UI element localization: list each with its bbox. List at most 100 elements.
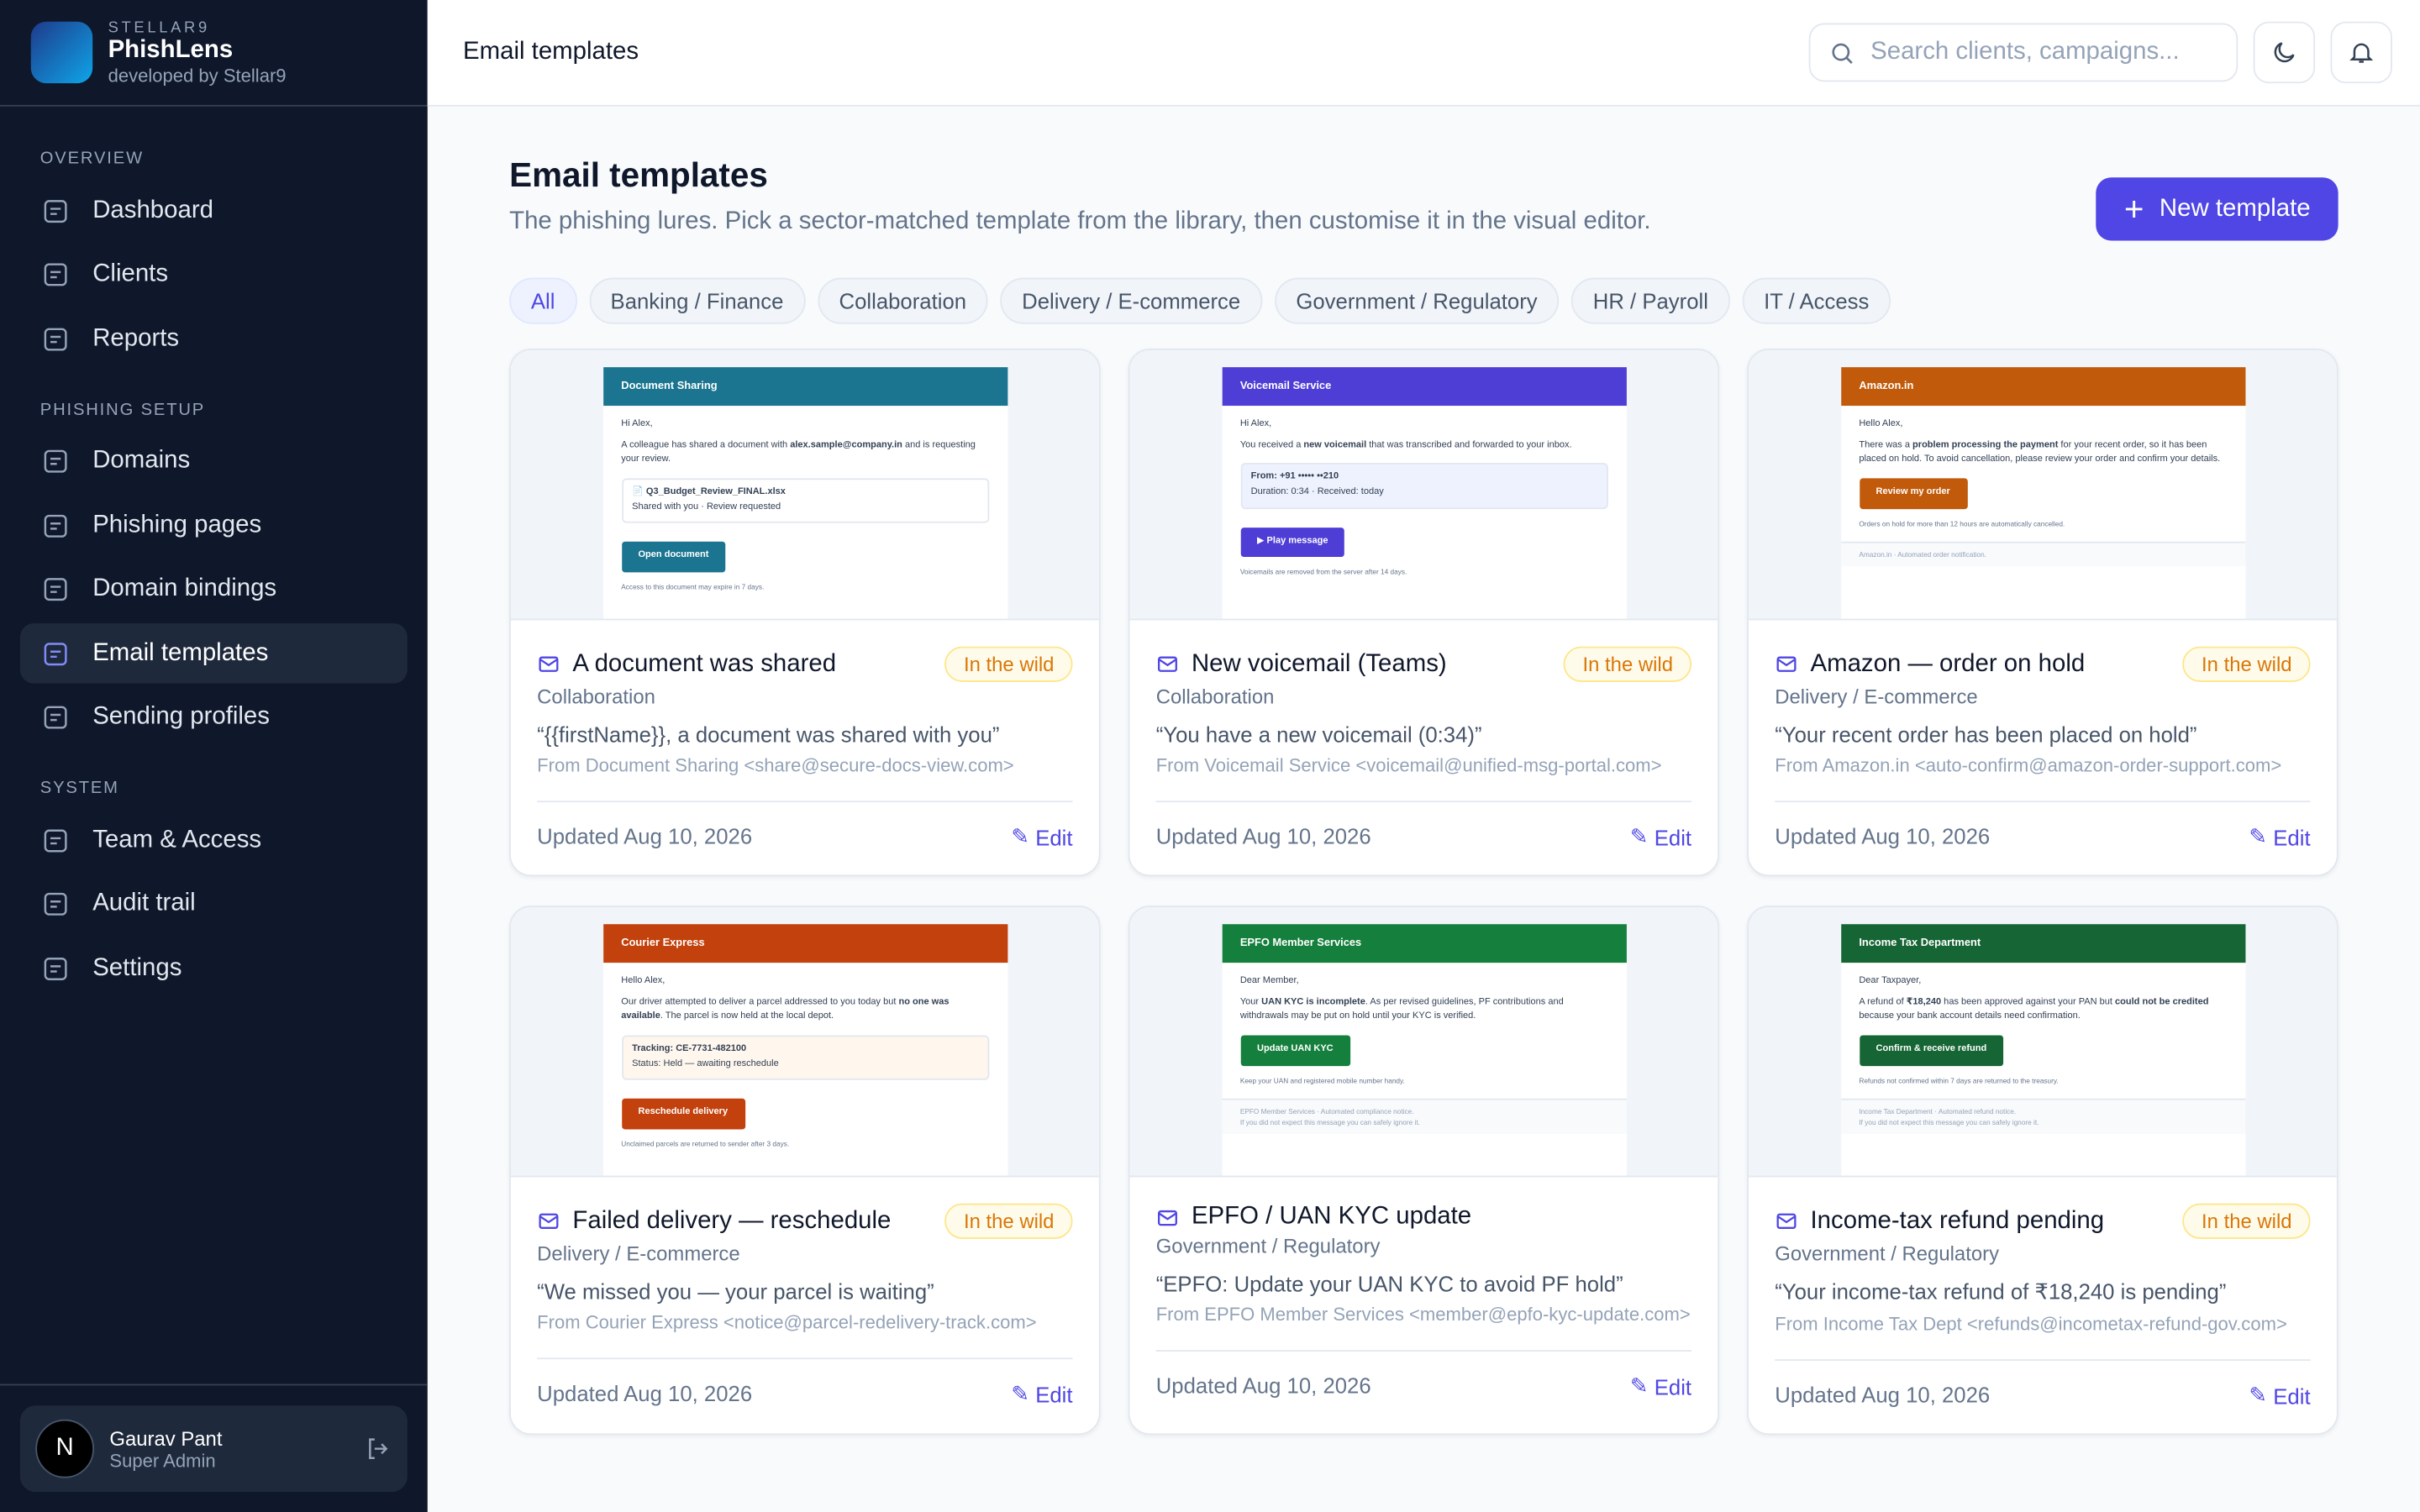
notifications[interactable]: [2330, 21, 2392, 84]
card-footer: Updated Aug 10, 2026 ✎ Edit: [1155, 1350, 1692, 1424]
preview-area: EPFO Member Services Dear Member, Your UAN…: [1129, 907, 1718, 1178]
status-badge: In the wild: [944, 646, 1073, 682]
template-card[interactable]: Courier Express Hello Alex, Our driver att…: [509, 906, 1101, 1436]
card-category: Government / Regulatory: [1775, 1242, 2000, 1266]
nav-item[interactable]: Domain bindings: [20, 559, 408, 620]
nav-icon: [44, 828, 67, 852]
email-box-line: From: +91 ••••• ••210: [1250, 472, 1339, 482]
brand-org: STELLAR9: [108, 18, 210, 37]
filter-chip[interactable]: Delivery / E-commerce: [1000, 277, 1262, 324]
nav-item[interactable]: Phishing pages: [20, 496, 408, 556]
template-card[interactable]: Amazon.in Hello Alex, There was a problem …: [1747, 349, 2338, 877]
email-header: Income Tax Department: [1840, 924, 2245, 963]
nav-label: Clients: [92, 260, 169, 287]
bell-icon: [2349, 43, 2374, 63]
pencil-icon: ✎: [1629, 1373, 1649, 1399]
filter-chip[interactable]: HR / Payroll: [1571, 277, 1730, 324]
nav-section-title: OVERVIEW: [39, 150, 144, 169]
nav-icon: [44, 892, 67, 916]
email-preview: Courier Express Hello Alex, Our driver att…: [602, 924, 1007, 1176]
filter-chip[interactable]: IT / Access: [1742, 277, 1891, 324]
card-body: Income-tax refund pending In the wild Gove…: [1749, 1177, 2337, 1433]
filter-chip[interactable]: Collaboration: [817, 277, 988, 324]
card-title: Amazon — order on hold: [1810, 650, 2086, 677]
filter-chip[interactable]: Government / Regulatory: [1274, 277, 1560, 324]
user-info: Gaurav Pant Super Admin: [109, 1426, 349, 1471]
logo: [30, 21, 93, 84]
email-text: You received a new voicemail that was tr…: [1240, 439, 1607, 454]
edit-link[interactable]: ✎ Edit: [2249, 824, 2310, 850]
email-text-segment: that was transcribed and forwarded to yo…: [1366, 440, 1572, 450]
card-body: New voicemail (Teams) In the wild Collabor…: [1129, 620, 1718, 874]
search-icon: [1832, 42, 1853, 64]
card-title-row: Amazon — order on hold In the wild: [1775, 646, 2311, 682]
card-from: From EPFO Member Services <member@epfo-k…: [1155, 1304, 1691, 1326]
nav-item[interactable]: Settings: [20, 938, 408, 999]
moon-icon: [2274, 42, 2295, 63]
edit-link[interactable]: ✎ Edit: [1011, 824, 1072, 850]
theme-toggle[interactable]: [2253, 21, 2316, 84]
sidebar: STELLAR9 PhishLens developed by Stellar9…: [0, 0, 428, 1512]
card-body: Failed delivery — reschedule In the wild D…: [511, 1177, 1099, 1431]
card-subject: “Your recent order has been placed on ho…: [1775, 722, 2197, 747]
filter-chip[interactable]: Banking / Finance: [588, 277, 806, 324]
edit-label: Edit: [1654, 824, 1692, 850]
email-text-segment: could not be credited: [2115, 997, 2209, 1007]
email-button-wrap: Confirm & receive refund: [1859, 1026, 2226, 1074]
email-footer: Refunds not confirmed within 7 days are …: [1859, 1076, 2059, 1084]
card-body: Amazon — order on hold In the wild Deliver…: [1749, 620, 2337, 874]
card-updated: Updated Aug 10, 2026: [537, 823, 753, 849]
card-updated: Updated Aug 10, 2026: [1155, 823, 1371, 849]
nav: OVERVIEW Dashboard Clients Reports PHISHING …: [0, 107, 428, 1384]
pencil-icon: ✎: [2249, 823, 2267, 849]
nav-icon: [44, 642, 67, 665]
template-card[interactable]: Document Sharing Hi Alex, A colleague has …: [509, 349, 1101, 877]
nav-item[interactable]: Reports: [20, 308, 408, 369]
email-button: Open document: [621, 541, 726, 572]
card-from: From Document Sharing <share@secure-docs…: [537, 754, 1014, 776]
nav-item[interactable]: Sending profiles: [20, 687, 408, 748]
nav-item[interactable]: Audit trail: [20, 874, 408, 935]
heading: Email templates The phishing lures. Pick…: [509, 156, 1650, 237]
email-greeting: Hello Alex,: [621, 976, 666, 987]
nav-label: Team & Access: [92, 826, 262, 853]
edit-link[interactable]: ✎ Edit: [1011, 1381, 1072, 1407]
card-category: Government / Regulatory: [1155, 1234, 1381, 1257]
nav-item[interactable]: Clients: [20, 244, 408, 305]
nav-icon: [44, 449, 67, 473]
user-area: N Gaurav Pant Super Admin: [0, 1383, 428, 1512]
preview-area: Voicemail Service Hi Alex, You received a …: [1129, 349, 1718, 621]
nav-item[interactable]: Email templates: [19, 623, 408, 684]
email-box-line: 📄 Q3_Budget_Review_FINAL.xlsx: [632, 487, 786, 497]
card-body: A document was shared In the wild Collabor…: [511, 620, 1099, 874]
template-card[interactable]: Income Tax Department Dear Taxpayer, A ref…: [1747, 906, 2338, 1436]
email-button-wrap: ▶ Play message: [1239, 517, 1607, 566]
edit-link[interactable]: ✎ Edit: [1630, 1373, 1691, 1399]
email-text-segment: Your: [1239, 997, 1262, 1007]
template-card[interactable]: Voicemail Service Hi Alex, You received a …: [1128, 349, 1720, 877]
fine-line: Income Tax Department · Automated refund…: [1859, 1107, 2017, 1116]
email-button-wrap: Open document: [621, 533, 988, 581]
nav-item[interactable]: Dashboard: [20, 181, 408, 241]
new-template-button[interactable]: + New template: [2096, 177, 2338, 241]
email-text-segment: . The parcel is now held at the local de…: [660, 1012, 834, 1022]
email-box: From: +91 ••••• ••210 Duration: 0:34 · Re…: [1239, 463, 1607, 509]
edit-label: Edit: [1035, 824, 1073, 850]
edit-link[interactable]: ✎ Edit: [1630, 824, 1691, 850]
card-updated: Updated Aug 10, 2026: [1775, 1382, 1991, 1408]
status-badge: In the wild: [2182, 1203, 2311, 1239]
nav-label: Email templates: [92, 639, 269, 666]
nav-item[interactable]: Domains: [20, 431, 408, 491]
card-title: EPFO / UAN KYC update: [1191, 1203, 1472, 1230]
template-card[interactable]: EPFO Member Services Dear Member, Your UAN…: [1128, 906, 1720, 1436]
nav-item[interactable]: Team & Access: [20, 810, 408, 870]
search[interactable]: Search clients, campaigns...: [1808, 23, 2238, 82]
filter-chip[interactable]: All: [509, 277, 577, 324]
edit-link[interactable]: ✎ Edit: [2249, 1383, 2310, 1409]
card-subject: “You have a new voicemail (0:34)”: [1155, 722, 1482, 747]
card-footer: Updated Aug 10, 2026 ✎ Edit: [1775, 1359, 2311, 1433]
nav-label: Audit trail: [92, 890, 196, 917]
page-title: Email templates: [509, 155, 768, 195]
edit-label: Edit: [1035, 1381, 1073, 1407]
logout-button[interactable]: [364, 1435, 392, 1462]
